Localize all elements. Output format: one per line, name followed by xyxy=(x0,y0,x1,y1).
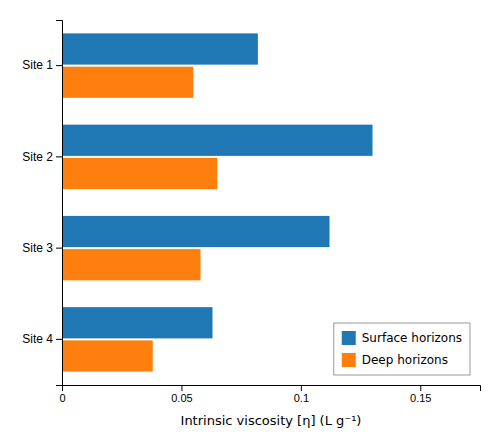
y-tick-label: Site 4 xyxy=(22,332,53,346)
y-axis-line xyxy=(56,21,63,386)
y-tick: Site 2 xyxy=(22,150,62,164)
x-tick-label: 0.15 xyxy=(410,392,431,404)
x-axis: 0 0.05 0.1 0.15 xyxy=(59,385,480,404)
bar xyxy=(62,67,193,98)
y-tick-label: Site 2 xyxy=(22,150,53,164)
legend-swatch xyxy=(342,353,356,367)
y-tick: Site 4 xyxy=(22,332,62,346)
y-tick-mark xyxy=(56,248,62,249)
legend-box xyxy=(334,323,470,375)
legend-item: Deep horizons xyxy=(342,353,448,367)
x-axis-title: Intrinsic viscosity [η] (L g⁻¹) xyxy=(181,413,362,428)
y-tick: Site 1 xyxy=(22,58,62,72)
bar xyxy=(62,125,373,156)
x-tick-mark xyxy=(420,385,421,391)
x-tick: 0.1 xyxy=(294,385,309,404)
x-axis-line xyxy=(63,386,481,392)
y-tick-mark xyxy=(56,156,62,157)
y-tick-label: Site 1 xyxy=(22,58,53,72)
bars xyxy=(62,33,373,371)
legend: Surface horizons Deep horizons xyxy=(334,323,470,375)
chart: 0 0.05 0.1 0.15 Site 1 Site 2 Site 3 Site 4 Surf… xyxy=(0,0,500,437)
y-tick: Site 3 xyxy=(22,241,62,255)
legend-swatch xyxy=(342,331,356,345)
bar xyxy=(62,216,330,247)
x-tick: 0.05 xyxy=(171,385,192,404)
bar xyxy=(62,340,153,371)
bar xyxy=(62,307,212,338)
legend-label: Deep horizons xyxy=(362,353,448,367)
legend-item: Surface horizons xyxy=(342,331,462,345)
x-tick: 0.15 xyxy=(410,385,431,404)
x-tick-mark xyxy=(301,385,302,391)
plot: 0 0.05 0.1 0.15 Site 1 Site 2 Site 3 Site 4 Surf… xyxy=(22,21,480,404)
x-tick-label: 0.1 xyxy=(294,392,309,404)
bar xyxy=(62,158,217,189)
x-tick-mark xyxy=(181,385,182,391)
y-tick-mark xyxy=(56,65,62,66)
bar xyxy=(62,249,201,280)
legend-label: Surface horizons xyxy=(362,331,462,345)
x-tick: 0 xyxy=(59,385,65,404)
y-tick-label: Site 3 xyxy=(22,241,53,255)
y-axis: Site 1 Site 2 Site 3 Site 4 xyxy=(22,21,62,386)
bar xyxy=(62,33,258,64)
series xyxy=(62,33,373,338)
y-tick-mark xyxy=(56,339,62,340)
x-tick-label: 0.05 xyxy=(171,392,192,404)
x-tick-label: 0 xyxy=(59,392,65,404)
series xyxy=(62,67,217,372)
